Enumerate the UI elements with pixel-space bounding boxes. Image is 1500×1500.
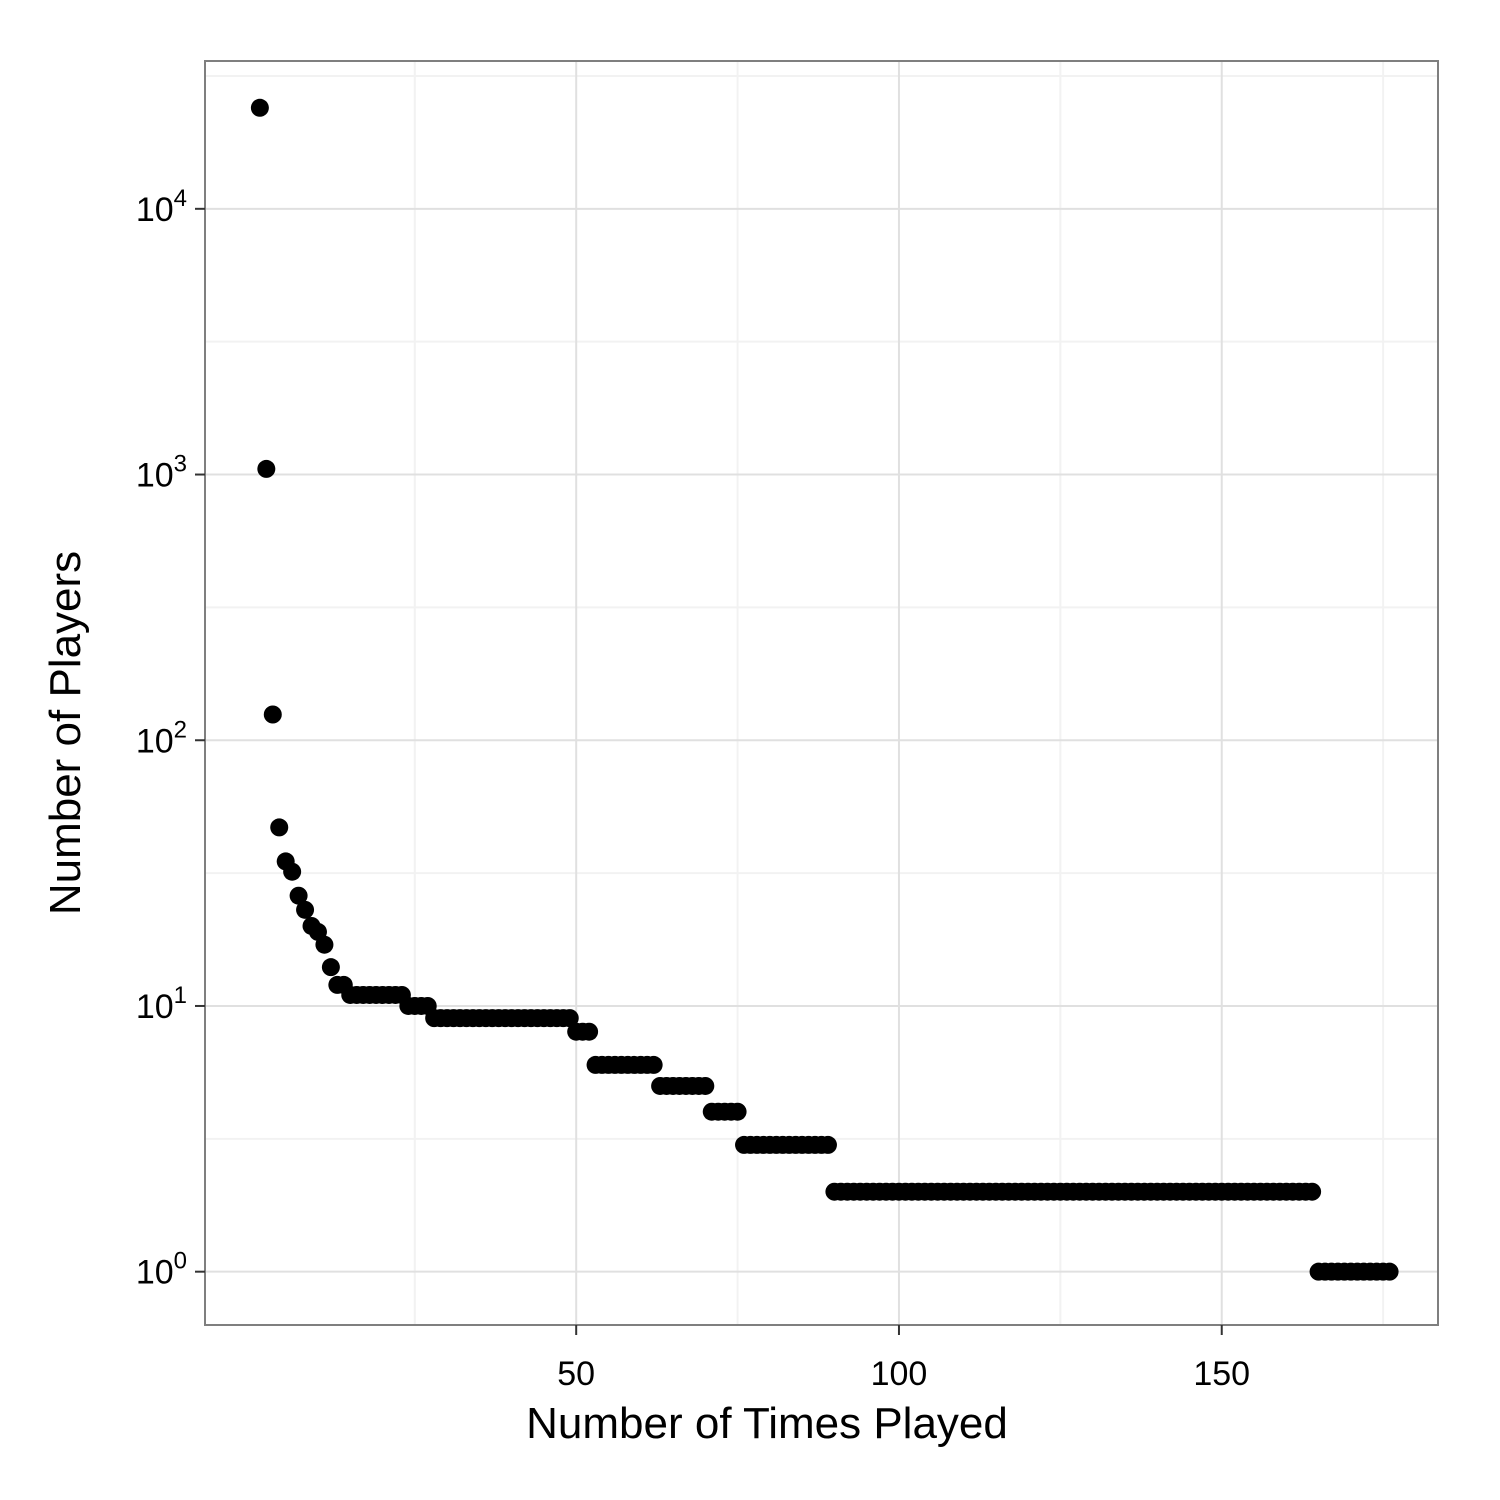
y-tick-label: 100 [136, 1248, 187, 1292]
data-point [321, 958, 340, 977]
data-point [257, 459, 276, 478]
x-tick-label: 50 [557, 1355, 595, 1393]
data-point [560, 1009, 579, 1028]
x-tick-label: 150 [1193, 1355, 1250, 1393]
data-point [580, 1022, 599, 1041]
data-point [728, 1102, 747, 1121]
y-tick-label: 103 [136, 451, 187, 495]
y-tick-label: 101 [136, 982, 187, 1026]
y-axis-ticks: 100 101 102 103 104 [136, 185, 205, 1292]
data-point [818, 1135, 837, 1154]
y-axis-title: Number of Players [41, 551, 90, 915]
data-point [283, 862, 302, 881]
data-point [270, 818, 289, 837]
panel-border [204, 60, 1439, 1326]
data-point [296, 900, 315, 919]
x-axis-title: Number of Times Played [526, 1399, 1008, 1448]
data-point [250, 98, 269, 117]
data-point [1380, 1262, 1399, 1281]
data-point [1303, 1182, 1322, 1201]
data-point [315, 935, 334, 954]
y-tick-label: 104 [136, 185, 187, 229]
data-points [250, 98, 1399, 1281]
y-tick-label: 102 [136, 716, 187, 760]
x-axis-ticks: 50 100 150 [557, 1325, 1250, 1393]
data-point [263, 705, 282, 724]
data-point [644, 1055, 663, 1074]
data-point [289, 886, 308, 905]
data-point [696, 1076, 715, 1095]
x-tick-label: 100 [871, 1355, 928, 1393]
